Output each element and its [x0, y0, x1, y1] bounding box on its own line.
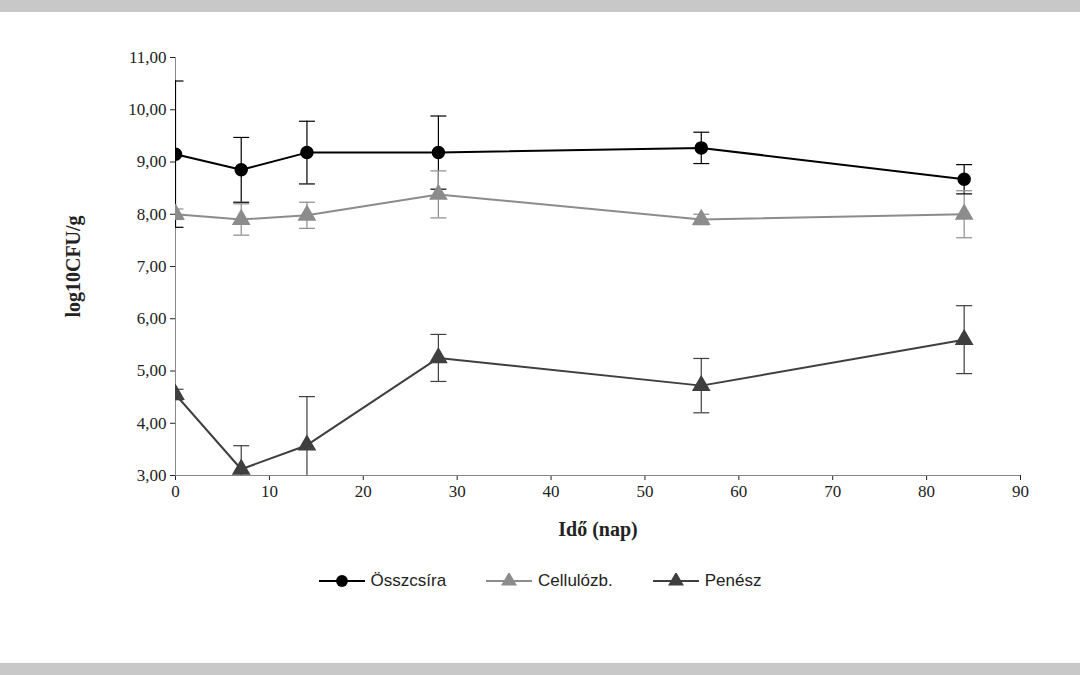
- svg-text:4,00: 4,00: [137, 414, 167, 433]
- svg-text:Idő (nap): Idő (nap): [558, 518, 637, 541]
- svg-text:20: 20: [355, 482, 372, 501]
- svg-text:3,00: 3,00: [137, 466, 167, 485]
- svg-text:70: 70: [824, 482, 841, 501]
- svg-text:50: 50: [636, 482, 653, 501]
- html-text:Összcsíra: Összcsíra: [370, 571, 447, 590]
- svg-text:5,00: 5,00: [137, 361, 167, 380]
- svg-text:10: 10: [261, 482, 278, 501]
- html-text:Penész: Penész: [704, 571, 762, 590]
- html-text:Cellulózb.: Cellulózb.: [538, 571, 613, 590]
- svg-text:30: 30: [449, 482, 466, 501]
- svg-text:log10CFU/g: log10CFU/g: [62, 215, 85, 317]
- svg-text:40: 40: [543, 482, 560, 501]
- svg-text:0: 0: [171, 482, 180, 501]
- svg-text:8,00: 8,00: [137, 205, 167, 224]
- svg-text:80: 80: [918, 482, 935, 501]
- svg-text:11,00: 11,00: [129, 48, 167, 67]
- svg-text:7,00: 7,00: [137, 257, 167, 276]
- svg-text:60: 60: [730, 482, 747, 501]
- svg-text:90: 90: [1012, 482, 1029, 501]
- svg-text:9,00: 9,00: [137, 152, 167, 171]
- svg-text:10,00: 10,00: [128, 100, 166, 119]
- svg-text:6,00: 6,00: [137, 309, 167, 328]
